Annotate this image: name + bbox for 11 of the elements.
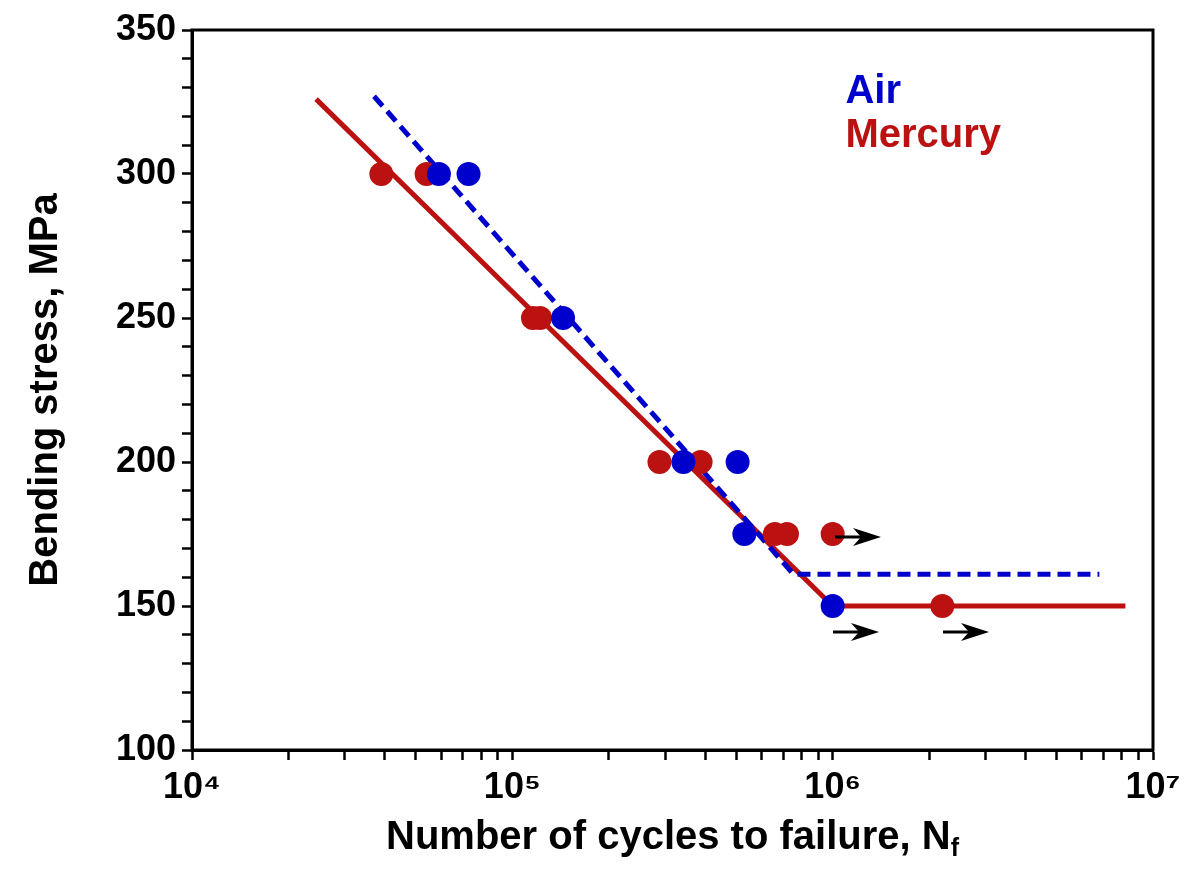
y-tick-label: 150 [115,582,176,624]
x-tick-label: 10⁵ [483,764,541,806]
y-tick-label: 300 [115,150,176,192]
text: Air [845,67,902,112]
text: Mercury [845,111,1002,156]
y-axis-title: Bending stress, MPa [21,192,66,587]
x-tick-label: 10⁶ [804,764,861,806]
x-tick-label: 10⁷ [1125,764,1181,806]
y-tick-label: 200 [115,438,176,480]
y-tick-label: 350 [115,6,176,48]
y-tick-label: 250 [115,294,176,336]
